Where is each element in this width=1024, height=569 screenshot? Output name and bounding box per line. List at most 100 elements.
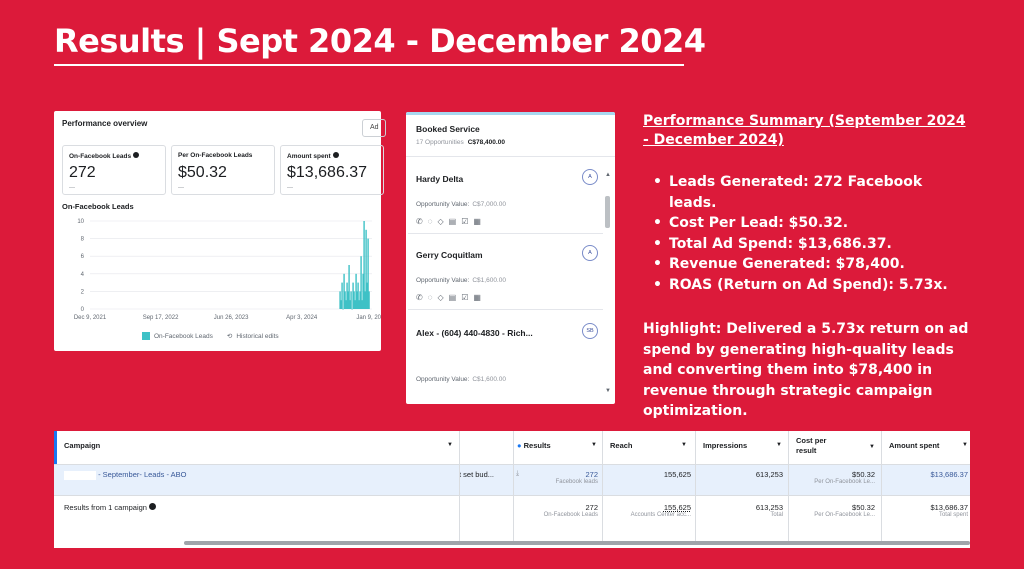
sort-caret-icon[interactable]: ▼ <box>591 442 597 448</box>
summary-list: Leads Generated: 272 Facebook leads. Cos… <box>643 172 973 295</box>
total-cost: $50.32 <box>852 503 875 512</box>
column-header-cost-per-result[interactable]: Cost per result ▼ <box>796 431 880 464</box>
chart-bar <box>361 300 363 309</box>
avatar[interactable]: A <box>582 245 598 261</box>
chart-title: On-Facebook Leads <box>62 202 134 211</box>
scrollbar[interactable]: ▲ ▼ <box>604 172 612 398</box>
column-header-results[interactable]: ● Results ▼ <box>517 431 602 464</box>
chart-legend: On-Facebook Leads ⟲ Historical edits <box>142 332 279 340</box>
total-impressions-sub: Total <box>770 512 783 518</box>
metric-leads-value: 272 <box>69 164 96 181</box>
metric-amount-spent[interactable]: Amount spent $13,686.37 — <box>280 145 384 195</box>
performance-overview-title: Performance overview <box>62 119 148 128</box>
tag-icon[interactable]: ◇ <box>437 217 444 226</box>
horizontal-scrollbar[interactable] <box>184 541 970 545</box>
metric-leads-note: — <box>69 185 75 191</box>
sort-caret-icon[interactable]: ▼ <box>447 442 453 448</box>
card-name: Hardy Delta <box>416 174 464 184</box>
opportunity-value-label: Opportunity Value: <box>416 376 470 383</box>
phone-icon[interactable]: ✆ <box>416 293 423 302</box>
history-icon: ⟲ <box>226 333 233 340</box>
total-row-label: Results from 1 campaign <box>64 503 157 512</box>
x-tick-label: Apr 3, 2024 <box>286 315 318 321</box>
task-icon[interactable]: ☑ <box>461 293 469 302</box>
opportunity-value: Opportunity Value: C$7,000.00 <box>416 201 506 208</box>
chart-bar <box>343 273 345 309</box>
avatar[interactable]: A <box>582 169 598 185</box>
message-icon[interactable]: ◌ <box>427 217 433 226</box>
chart-bar <box>365 229 367 309</box>
legend-historical-label[interactable]: Historical edits <box>236 332 279 340</box>
scroll-up-icon[interactable]: ▲ <box>605 172 611 178</box>
chart-bar <box>353 291 355 309</box>
total-label: Results from 1 campaign <box>64 503 147 512</box>
header-label: Results <box>523 441 551 450</box>
metric-leads[interactable]: On-Facebook Leads 272 — <box>62 145 166 195</box>
campaign-name[interactable]: - September- Leads - ABO <box>64 470 186 480</box>
redacted-block <box>64 470 96 480</box>
opportunity-count: 17 Opportunities <box>416 139 464 146</box>
total-results: 272 <box>585 503 598 512</box>
avatar[interactable]: SB <box>582 323 598 339</box>
phone-icon[interactable]: ✆ <box>416 217 423 226</box>
column-header-reach[interactable]: Reach ▼ <box>610 431 696 464</box>
title-underline <box>54 64 684 66</box>
results-sub: Facebook leads <box>555 479 598 485</box>
column-header-amount-spent[interactable]: Amount spent ▼ <box>889 431 970 464</box>
total-cost-cell: $50.32 Per On-Facebook Le... <box>789 503 875 518</box>
calendar-icon[interactable]: ▦ <box>473 293 481 302</box>
message-icon[interactable]: ◌ <box>427 293 433 302</box>
column-divider <box>602 431 603 543</box>
chart-bar <box>340 300 342 309</box>
chart-bar <box>360 256 362 309</box>
chart-bar <box>342 309 344 310</box>
column-header-impressions[interactable]: Impressions ▼ <box>703 431 789 464</box>
amount-value[interactable]: $13,686.37 <box>930 470 968 479</box>
x-tick-label: Dec 9, 2021 <box>74 315 107 321</box>
chart-bar <box>352 282 354 309</box>
total-cost-sub: Per On-Facebook Le... <box>814 512 875 518</box>
campaign-table: Campaign ▼ ● Results ▼ Reach ▼ Impressio… <box>54 431 970 548</box>
opportunity-card[interactable]: Hardy Delta A Opportunity Value: C$7,000.… <box>408 164 603 234</box>
tag-icon[interactable]: ◇ <box>437 293 444 302</box>
total-amount-sub: Total spent <box>938 512 968 518</box>
chart-bar <box>354 300 356 309</box>
results-value[interactable]: 272 <box>585 470 598 479</box>
sort-caret-icon[interactable]: ▼ <box>681 442 687 448</box>
summary-bullet: ROAS (Return on Ad Spend): 5.73x. <box>643 275 973 296</box>
sort-caret-icon[interactable]: ▼ <box>962 442 968 448</box>
opportunity-card[interactable]: Gerry Coquitlam A Opportunity Value: C$1,… <box>408 240 603 310</box>
chart-bar <box>364 291 366 309</box>
document-icon[interactable]: ▤ <box>448 293 457 302</box>
chart-bar <box>368 291 370 309</box>
amount-spent-cell: $13,686.37 <box>884 470 968 479</box>
metric-spent-note: — <box>287 185 293 191</box>
legend-swatch <box>142 332 150 340</box>
total-amount-cell: $13,686.37 Total spent <box>884 503 968 518</box>
scroll-thumb[interactable] <box>605 196 610 228</box>
column-header-campaign[interactable]: Campaign ▼ <box>64 431 459 464</box>
card-name: Alex - (604) 440-4830 - Rich... <box>416 328 533 338</box>
ad-button[interactable]: Ad <box>362 119 386 137</box>
task-icon[interactable]: ☑ <box>461 217 469 226</box>
chart-bar <box>351 309 353 310</box>
metric-cost-per-lead[interactable]: Per On-Facebook Leads $50.32 — <box>171 145 275 195</box>
y-tick-label: 10 <box>77 219 84 225</box>
table-row[interactable] <box>54 464 970 496</box>
info-icon <box>332 152 339 158</box>
metric-spent-label: Amount spent <box>287 153 331 160</box>
summary-bullet: Revenue Generated: $78,400. <box>643 254 973 275</box>
sort-caret-icon[interactable]: ▼ <box>869 444 875 450</box>
opportunity-card[interactable]: Alex - (604) 440-4830 - Rich... SB Oppor… <box>408 318 603 388</box>
header-label: Campaign <box>64 441 101 450</box>
calendar-icon[interactable]: ▦ <box>473 217 481 226</box>
campaign-name-link[interactable]: - September- Leads - ABO <box>98 470 187 479</box>
leads-chart: 0 2 4 6 8 10 Dec 9, 2021 Sep 17, 2022 Jun 26, 20… <box>74 219 381 321</box>
document-icon[interactable]: ▤ <box>448 217 457 226</box>
scroll-down-icon[interactable]: ▼ <box>605 388 611 394</box>
total-reach[interactable]: 155,625 <box>663 503 691 512</box>
opportunity-value-amount: C$7,000.00 <box>472 201 506 208</box>
sort-caret-icon[interactable]: ▼ <box>776 442 782 448</box>
performance-overview-panel: Performance overview Ad On-Facebook Lead… <box>54 111 386 351</box>
chart-bar <box>344 291 346 309</box>
